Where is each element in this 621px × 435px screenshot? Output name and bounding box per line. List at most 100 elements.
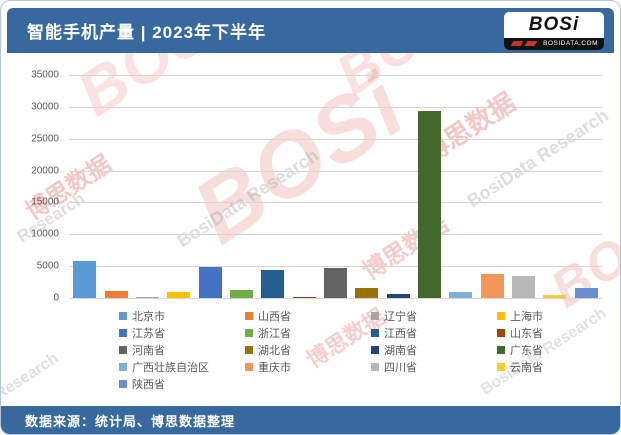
legend-label: 湖南省: [384, 344, 417, 357]
legend-item: 湖南省: [371, 342, 497, 358]
gridline: [69, 106, 602, 108]
legend-swatch-icon: [497, 328, 505, 337]
legend-swatch-icon: [119, 362, 127, 371]
legend-swatch-icon: [245, 311, 253, 320]
legend-swatch-icon: [245, 328, 253, 337]
logo-stripe-icon: [510, 40, 524, 46]
bar-10: [355, 287, 379, 298]
bar-17: [574, 287, 598, 298]
legend-label: 北京市: [132, 310, 165, 323]
legend-swatch-icon: [371, 362, 379, 371]
y-tick-label: 0: [53, 292, 59, 304]
y-tick-label: 25000: [31, 133, 59, 145]
plot-wrap: 0 5000 10000 15000 20000 25000 30000 35000: [1, 53, 620, 405]
legend-item: 山西省: [245, 308, 371, 324]
legend-item: 山东省: [497, 325, 609, 341]
footer-bar: 数据来源：统计局、博思数据整理: [1, 406, 620, 434]
bar-4: [167, 291, 191, 298]
bar-11: [386, 293, 410, 298]
bosi-logo-strip: BOSIDATA.COM: [504, 37, 604, 50]
bosi-logo: BOSi BOSIDATA.COM: [504, 11, 604, 50]
y-tick-label: 30000: [31, 101, 59, 113]
gridline: [69, 170, 602, 172]
legend-label: 上海市: [510, 310, 543, 323]
legend-swatch-icon: [245, 362, 253, 371]
legend-item: 北京市: [119, 308, 245, 324]
chart-title: 智能手机产量 | 2023年下半年: [27, 23, 267, 42]
y-tick-label: 20000: [31, 165, 59, 177]
legend-swatch-icon: [119, 345, 127, 354]
legend-item: 河南省: [119, 342, 245, 358]
header-bar: 智能手机产量 | 2023年下半年 BOSi BOSIDATA.COM: [7, 8, 614, 53]
plot-area: [69, 75, 602, 299]
gridline: [69, 202, 602, 204]
bar-1: [73, 261, 97, 298]
legend-item: 江西省: [371, 325, 497, 341]
legend-item: 湖北省: [245, 342, 371, 358]
bar-12: [417, 110, 441, 298]
legend-item: 浙江省: [245, 325, 371, 341]
legend-item: 上海市: [497, 308, 609, 324]
gridline: [69, 266, 602, 268]
legend-swatch-icon: [371, 328, 379, 337]
legend-swatch-icon: [119, 379, 127, 388]
bosi-logo-text: BOSi: [528, 14, 580, 35]
bar-2: [104, 291, 128, 298]
legend-swatch-icon: [245, 345, 253, 354]
legend-item: 四川省: [371, 359, 497, 375]
legend-swatch-icon: [497, 362, 505, 371]
bar-3: [135, 296, 159, 298]
legend-item: 重庆市: [245, 359, 371, 375]
gridline: [69, 298, 602, 299]
bar-6: [229, 290, 253, 298]
legend-item: 广东省: [497, 342, 609, 358]
y-tick-label: 10000: [31, 228, 59, 240]
bar-5: [198, 267, 222, 298]
legend-label: 广西壮族自治区: [132, 361, 209, 374]
gridline: [69, 75, 602, 76]
legend-label: 湖北省: [258, 344, 291, 357]
legend-label: 云南省: [510, 361, 543, 374]
legend-item: 辽宁省: [371, 308, 497, 324]
legend-swatch-icon: [497, 311, 505, 320]
y-tick-label: 15000: [31, 196, 59, 208]
bar-14: [480, 273, 504, 298]
gridline: [69, 138, 602, 140]
legend-label: 广东省: [510, 344, 543, 357]
legend-label: 江苏省: [132, 327, 165, 340]
legend-label: 山东省: [510, 327, 543, 340]
bar-13: [449, 292, 473, 298]
legend-item: 广西壮族自治区: [119, 359, 245, 375]
legend-label: 四川省: [384, 361, 417, 374]
bar-7: [261, 270, 285, 298]
logo-stripe-icon: [524, 40, 538, 46]
gridline: [69, 234, 602, 236]
legend-label: 浙江省: [258, 327, 291, 340]
bar-16: [543, 294, 567, 298]
legend: 北京市 山西省 辽宁省 上海市江苏省 浙江省 江西省 山东省河南省 湖北省 湖南省 广东省广西壮族…: [119, 307, 609, 392]
legend-swatch-icon: [371, 311, 379, 320]
legend-label: 重庆市: [258, 361, 291, 374]
legend-item: 陕西省: [119, 376, 245, 392]
legend-label: 辽宁省: [384, 310, 417, 323]
legend-label: 河南省: [132, 344, 165, 357]
bar-9: [323, 268, 347, 298]
bars-container: [69, 75, 602, 298]
legend-swatch-icon: [497, 345, 505, 354]
legend-label: 山西省: [258, 310, 291, 323]
legend-swatch-icon: [371, 345, 379, 354]
bar-8: [292, 296, 316, 298]
y-tick-label: 35000: [31, 69, 59, 81]
chart-section: BOSi 博思数据 Research BOSi BosiData Research 博思数…: [1, 53, 620, 405]
y-tick-label: 5000: [36, 260, 59, 272]
legend-item: 江苏省: [119, 325, 245, 341]
bosi-logo-subtext: BOSIDATA.COM: [543, 40, 598, 47]
legend-swatch-icon: [119, 311, 127, 320]
legend-label: 陕西省: [132, 378, 165, 391]
bar-15: [511, 275, 535, 298]
data-source-text: 数据来源：统计局、博思数据整理: [25, 413, 236, 429]
legend-label: 江西省: [384, 327, 417, 340]
legend-item: 云南省: [497, 359, 609, 375]
legend-swatch-icon: [119, 328, 127, 337]
